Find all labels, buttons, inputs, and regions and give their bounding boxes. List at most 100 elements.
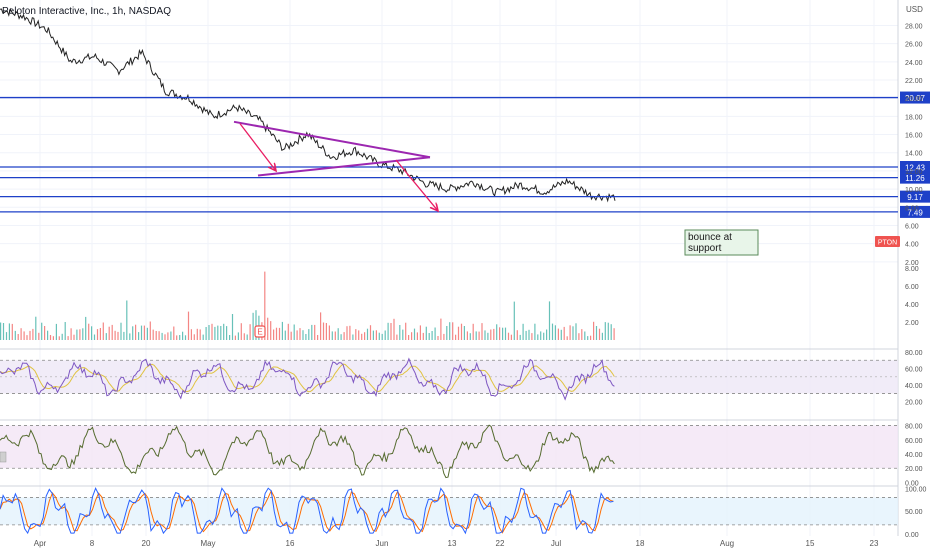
volume-bar — [460, 323, 463, 340]
volume-bar — [578, 333, 580, 340]
volume-bar — [270, 321, 272, 340]
volume-bar — [566, 336, 568, 340]
volume-bar — [38, 332, 40, 340]
rsi-line — [0, 357, 615, 401]
volume-bar — [11, 323, 13, 340]
volume-bar — [264, 271, 266, 340]
volume-bar — [569, 325, 571, 340]
volume-bar — [290, 331, 292, 340]
time-tick-7: 22 — [496, 539, 505, 548]
panel-collapse-icon[interactable] — [0, 451, 7, 463]
volume-bar — [337, 328, 339, 340]
volume-bar — [358, 330, 360, 340]
osc_panel-tick-3: 60.00 — [905, 438, 923, 445]
volume-bar — [557, 328, 559, 340]
rsi_panel-band-fill — [0, 360, 898, 394]
volume-bar — [502, 327, 504, 340]
volume-bar — [231, 314, 234, 340]
volume-bar — [560, 329, 562, 340]
osc_panel-tick-0: 0.00 — [905, 480, 919, 487]
volume-bar — [314, 324, 316, 340]
volume-bars — [0, 271, 615, 340]
volume-bar — [396, 334, 398, 340]
volume-bar — [29, 330, 31, 340]
volume-bar — [551, 323, 554, 340]
volume-bar — [510, 334, 512, 340]
volume-bar — [375, 330, 377, 340]
volume-bar — [413, 328, 416, 340]
volume-bar — [275, 327, 278, 340]
volume-bar — [311, 324, 313, 340]
volume-bar — [14, 330, 16, 340]
volume-bar — [507, 332, 510, 340]
osc_panel-band-fill — [0, 425, 898, 469]
stoch-d-line — [0, 489, 614, 534]
volume-bar — [76, 329, 78, 340]
volume-bar — [428, 333, 430, 340]
arrow-1 — [239, 123, 276, 171]
rsi-ma-line — [0, 363, 615, 393]
volume-bar — [572, 326, 574, 340]
volume-bar — [284, 330, 286, 340]
volume-bar — [466, 331, 468, 340]
volume-bar — [129, 333, 131, 340]
price-tick-6: 14.00 — [905, 151, 923, 158]
volume-bar — [504, 327, 507, 340]
earnings-e-icon: E — [257, 328, 262, 337]
volume-bar — [613, 328, 615, 340]
volume-bar — [138, 332, 140, 340]
price-tick-12: 26.00 — [905, 42, 923, 49]
volume-bar — [325, 323, 327, 340]
volume-bar — [58, 336, 60, 340]
volume-bar — [399, 325, 401, 340]
volume-bar — [331, 331, 333, 340]
volume-bar — [443, 333, 445, 340]
volume-bar — [0, 322, 2, 340]
volume-bar — [378, 332, 380, 340]
volume-bar — [35, 316, 37, 340]
level-label-1: 12.43 — [905, 164, 926, 173]
volume-bar — [117, 331, 119, 340]
trend-drawings[interactable] — [233, 120, 438, 211]
volume-bar — [79, 329, 81, 340]
volume-bar — [402, 329, 404, 340]
level-label-bg-1 — [900, 161, 930, 173]
volume-bar — [610, 324, 612, 340]
time-tick-1: 8 — [90, 539, 95, 548]
volume-bar — [355, 329, 357, 340]
volume-bar — [281, 321, 283, 340]
volume-bar — [41, 322, 43, 340]
volume-bar — [455, 334, 457, 340]
volume-bar — [73, 334, 75, 340]
earnings-marker[interactable]: E — [254, 325, 266, 338]
volume-bar — [61, 333, 63, 340]
level-label-4: 7.49 — [907, 208, 923, 217]
price-tick-9: 20.00 — [905, 96, 923, 103]
volume-bar — [581, 329, 583, 340]
volume-bar — [452, 322, 454, 340]
volume-bar — [607, 322, 609, 340]
volume-bar — [317, 335, 319, 340]
volume-bar — [322, 322, 325, 340]
volume-bar — [208, 325, 210, 340]
volume-bar — [487, 332, 489, 340]
volume-bar — [140, 325, 143, 340]
volume-bar — [425, 326, 427, 340]
volume-bar — [416, 332, 418, 340]
note-bounce-at-support[interactable]: bounce at support — [684, 229, 759, 256]
volume-bar — [463, 326, 465, 340]
stoch_panel-tick-2: 100.00 — [905, 486, 927, 493]
volume-bar — [93, 334, 96, 340]
price-tick-5: 12.00 — [905, 169, 923, 176]
volume-bar — [343, 332, 345, 340]
volume-bar — [361, 333, 363, 340]
earnings-marker-box — [254, 325, 266, 338]
volume-bar — [8, 323, 10, 340]
volume-bar — [472, 323, 474, 340]
volume-bar — [440, 318, 442, 340]
volume-bar — [170, 331, 172, 340]
volume-bar — [595, 326, 598, 340]
volume-bar — [369, 325, 372, 340]
